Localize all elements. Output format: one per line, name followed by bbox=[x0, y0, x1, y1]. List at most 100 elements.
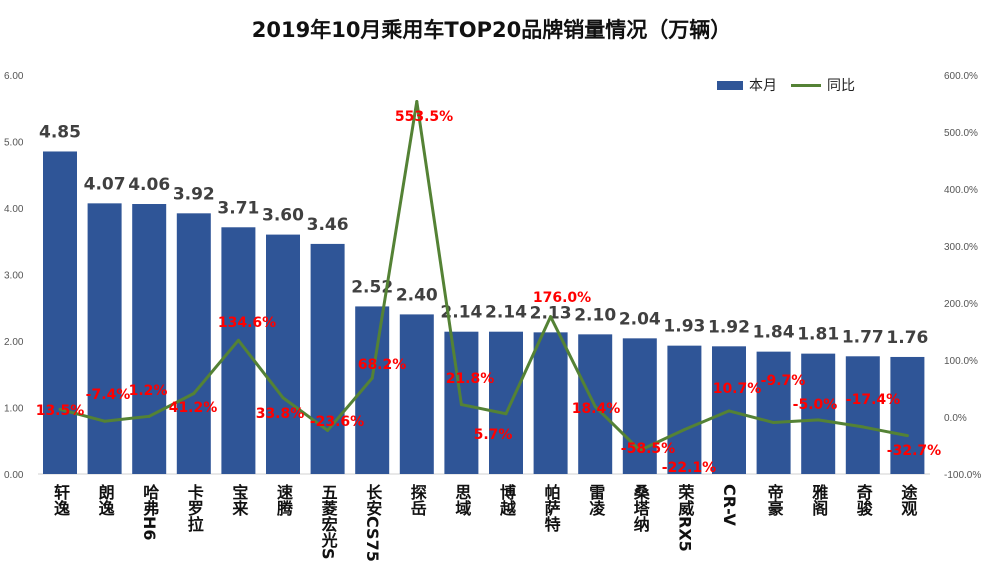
bar bbox=[43, 151, 77, 474]
category-label: 帝豪 bbox=[764, 484, 784, 516]
yoy-point bbox=[236, 338, 240, 342]
yoy-point bbox=[192, 392, 196, 396]
bar bbox=[489, 331, 523, 474]
bar-value-label: 2.40 bbox=[396, 285, 438, 305]
bar bbox=[801, 353, 836, 474]
bar bbox=[399, 314, 434, 474]
category-label: 宝来 bbox=[229, 484, 249, 516]
category-label: CR-V bbox=[720, 484, 739, 526]
bar-value-label: 4.07 bbox=[84, 174, 126, 194]
yoy-point bbox=[638, 448, 642, 452]
bar-value-label: 2.14 bbox=[440, 303, 482, 323]
right-axis-tick: -100.0% bbox=[944, 470, 981, 481]
bar bbox=[176, 213, 211, 474]
right-axis-tick: 100.0% bbox=[944, 356, 978, 367]
category-label: 桑塔纳 bbox=[630, 484, 650, 532]
bar-value-label: 2.13 bbox=[530, 303, 572, 323]
category-label: 哈弗H6 bbox=[140, 484, 160, 541]
category-label: 探岳 bbox=[407, 484, 427, 516]
category-label: 途观 bbox=[898, 484, 918, 516]
left-axis-tick: 6.00 bbox=[4, 71, 24, 82]
bar-value-label: 1.93 bbox=[663, 317, 705, 337]
category-label: 雅阁 bbox=[809, 484, 829, 516]
yoy-value-label: 176.0% bbox=[533, 290, 591, 306]
yoy-line bbox=[59, 100, 908, 452]
legend-swatch-bar bbox=[717, 80, 743, 90]
left-axis-tick: 4.00 bbox=[4, 204, 24, 215]
right-axis-tick: 200.0% bbox=[944, 299, 978, 310]
legend-label-current: 本月 bbox=[749, 78, 777, 94]
bar-value-label: 1.77 bbox=[842, 327, 884, 347]
bar bbox=[756, 351, 791, 474]
legend-label-yoy: 同比 bbox=[827, 78, 855, 94]
yoy-value-label: -22.1% bbox=[662, 460, 716, 476]
bar bbox=[87, 203, 122, 474]
bar-value-label: 2.04 bbox=[619, 309, 661, 329]
yoy-point bbox=[58, 407, 62, 411]
legend-swatch-line bbox=[791, 83, 821, 87]
left-axis-tick: 0.00 bbox=[4, 470, 24, 481]
bar bbox=[533, 332, 568, 474]
bar-value-label: 3.71 bbox=[217, 198, 259, 218]
bar bbox=[890, 356, 925, 474]
yoy-point bbox=[415, 100, 419, 104]
bar bbox=[221, 227, 256, 474]
yoy-value-label: -32.7% bbox=[887, 443, 941, 459]
category-label: 卡罗拉 bbox=[184, 484, 204, 532]
category-label: 朗逸 bbox=[95, 484, 115, 516]
category-label: 五菱宏光S bbox=[318, 484, 338, 560]
bar-value-label: 1.84 bbox=[753, 323, 795, 343]
right-axis-tick: 500.0% bbox=[944, 128, 978, 139]
yoy-point bbox=[727, 409, 731, 413]
bar bbox=[266, 234, 300, 474]
yoy-value-label: 33.8% bbox=[256, 406, 305, 422]
yoy-point bbox=[772, 421, 776, 425]
bar bbox=[310, 243, 345, 474]
category-label: 思域 bbox=[452, 484, 472, 516]
yoy-point bbox=[326, 428, 330, 432]
yoy-point bbox=[682, 428, 686, 432]
yoy-value-label: -9.7% bbox=[761, 373, 806, 389]
right-axis-tick: 300.0% bbox=[944, 242, 978, 253]
bar-value-label: 4.06 bbox=[128, 175, 170, 195]
yoy-value-label: 553.5% bbox=[395, 109, 453, 125]
yoy-value-label: -23.6% bbox=[310, 414, 364, 430]
category-label: 荣威RX5 bbox=[675, 484, 695, 552]
yoy-value-label: 68.2% bbox=[358, 357, 407, 373]
left-axis-tick: 3.00 bbox=[4, 271, 24, 282]
category-label: 博越 bbox=[497, 484, 516, 516]
yoy-value-label: 134.6% bbox=[218, 315, 276, 331]
yoy-value-label: 18.4% bbox=[572, 401, 621, 417]
yoy-point bbox=[816, 418, 820, 422]
category-label: 帕萨特 bbox=[541, 484, 561, 532]
yoy-value-label: 41.2% bbox=[169, 400, 218, 416]
category-label: 长安CS75 bbox=[363, 484, 383, 562]
bar-value-label: 1.92 bbox=[708, 317, 750, 337]
right-axis-tick: 400.0% bbox=[944, 185, 978, 196]
yoy-value-label: 10.7% bbox=[713, 381, 762, 397]
bar bbox=[845, 356, 880, 474]
bar-value-label: 1.76 bbox=[886, 328, 928, 348]
yoy-point bbox=[905, 434, 909, 438]
yoy-value-label: 1.2% bbox=[129, 383, 168, 399]
bar bbox=[667, 345, 702, 474]
yoy-point bbox=[549, 315, 553, 319]
yoy-point bbox=[861, 425, 865, 429]
yoy-point bbox=[459, 403, 463, 407]
left-axis-tick: 1.00 bbox=[4, 404, 24, 415]
yoy-value-label: -7.4% bbox=[86, 387, 131, 403]
bar-value-label: 2.10 bbox=[574, 305, 616, 325]
category-label: 雷凌 bbox=[586, 484, 606, 516]
right-axis-tick: 600.0% bbox=[944, 71, 978, 82]
yoy-point bbox=[281, 396, 285, 400]
chart-title: 2019年10月乘用车TOP20品牌销量情况（万辆） bbox=[251, 18, 732, 42]
bar-value-label: 2.52 bbox=[351, 277, 393, 297]
bar-value-label: 2.14 bbox=[485, 303, 527, 323]
category-label: 奇骏 bbox=[853, 484, 873, 516]
category-label: 轩逸 bbox=[51, 484, 70, 516]
legend: 本月 同比 bbox=[717, 75, 855, 95]
yoy-point bbox=[504, 412, 508, 416]
bar bbox=[132, 204, 167, 474]
